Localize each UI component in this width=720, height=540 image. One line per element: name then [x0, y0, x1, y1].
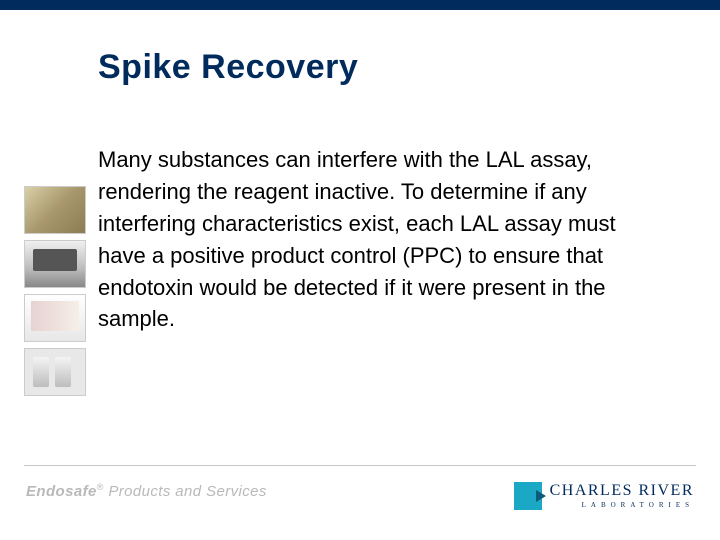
registered-icon: ® [97, 482, 104, 492]
footer-tagline: Endosafe® Products and Services [26, 482, 267, 500]
logo-text-line2: LABORATORIES [550, 501, 694, 509]
sidebar-image-reagent [24, 186, 86, 234]
logo-mark-icon [514, 482, 542, 510]
sidebar-image-device [24, 240, 86, 288]
slide-title: Spike Recovery [98, 48, 358, 87]
footer-brand: Endosafe [26, 483, 97, 500]
footer-divider [24, 465, 696, 466]
sidebar-image-strip [24, 186, 86, 396]
sidebar-image-vials [24, 348, 86, 396]
slide-body-text: Many substances can interfere with the L… [98, 144, 660, 335]
top-accent-bar [0, 0, 720, 10]
footer-logo: CHARLES RIVER LABORATORIES [514, 482, 694, 510]
sidebar-image-pipetting [24, 294, 86, 342]
logo-text-line1: CHARLES RIVER [550, 483, 694, 500]
footer-rest: Products and Services [104, 483, 267, 500]
